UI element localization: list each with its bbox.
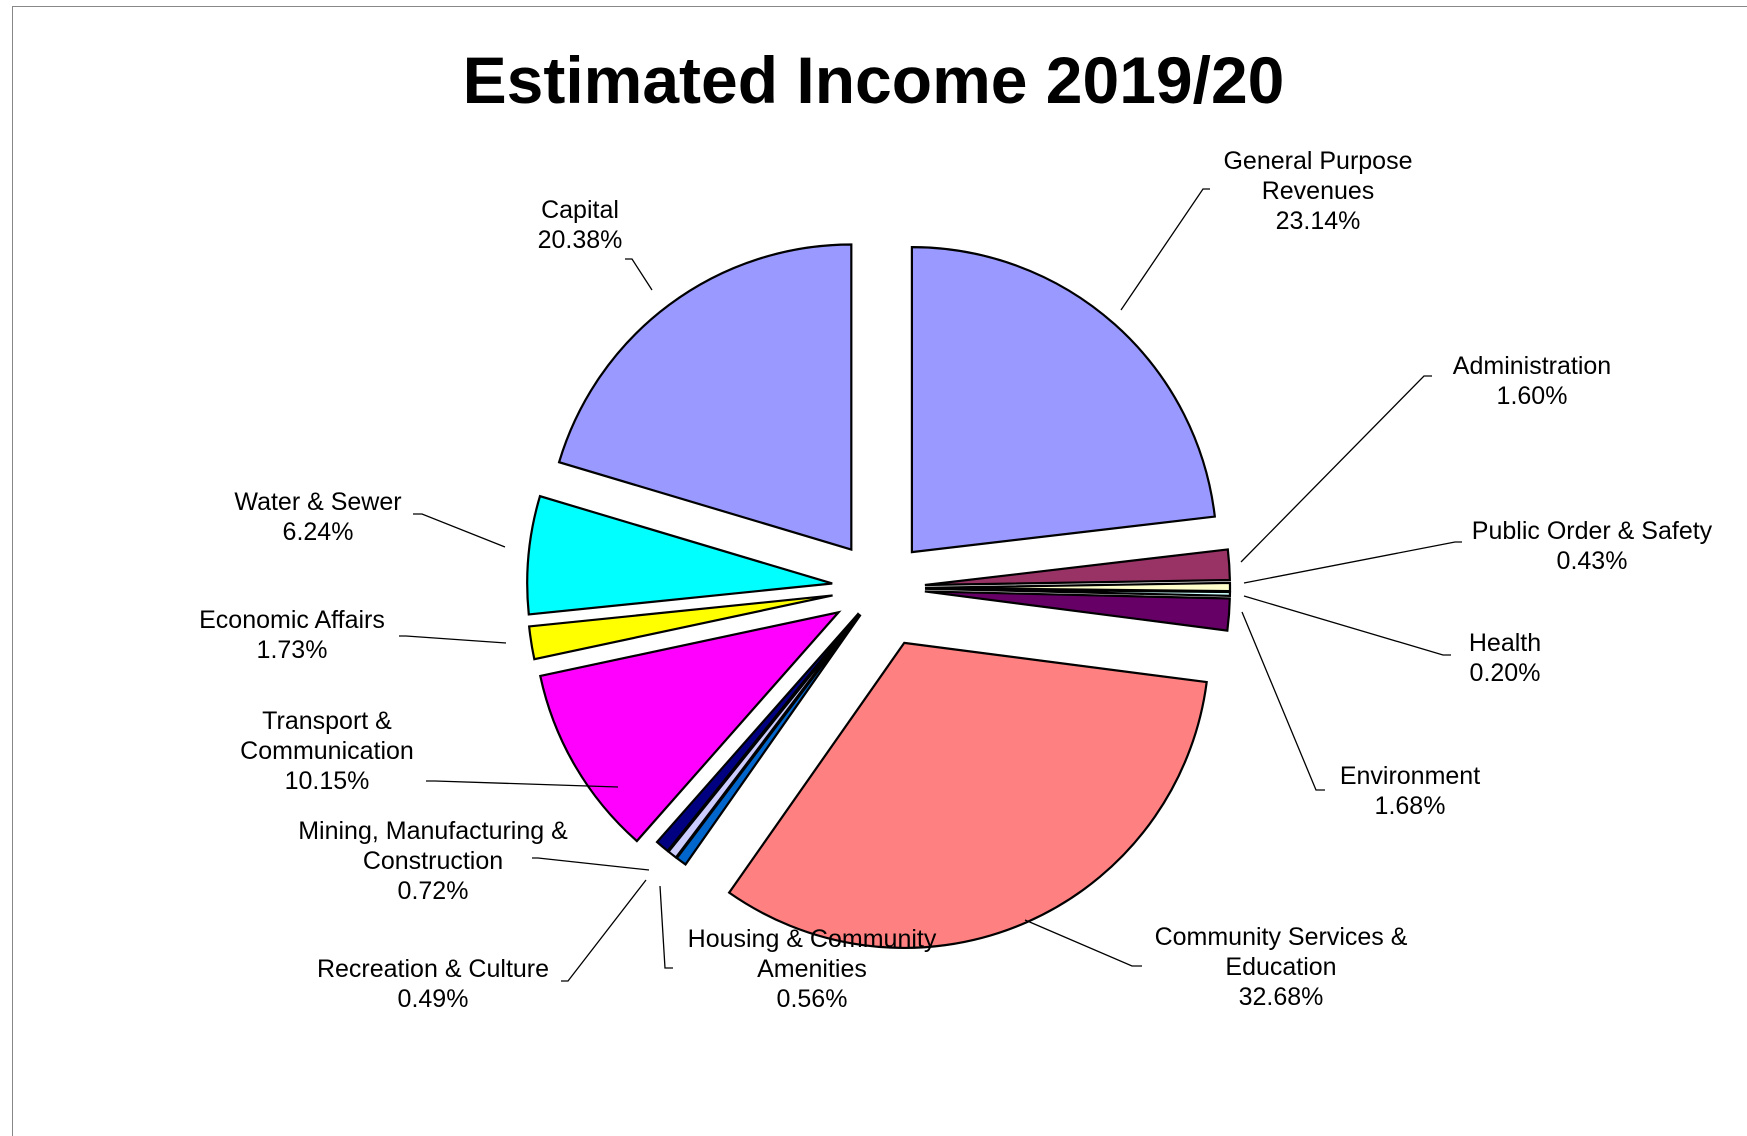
slice-label-administration: Administration 1.60% — [1453, 352, 1611, 410]
leader-line-mining-manufacturing-and-construction — [532, 857, 650, 871]
leader-line-community-services-and-education — [1024, 919, 1142, 967]
pie-slice-mining-manufacturing-and-construction — [655, 612, 860, 853]
pie-slice-general-purpose-revenues — [910, 246, 1217, 554]
leader-line-capital — [625, 258, 653, 291]
slice-label-public-order-and-safety: Public Order & Safety 0.43% — [1472, 517, 1713, 575]
slice-label-health: Health 0.20% — [1469, 629, 1541, 687]
slice-label-housing-and-community-amenities: Housing & Community Amenities 0.56% — [688, 925, 937, 1013]
chart-title: Estimated Income 2019/20 — [462, 43, 1285, 117]
pie-slice-environment — [924, 590, 1231, 632]
leader-line-public-order-and-safety — [1243, 541, 1462, 584]
leader-line-housing-and-community-amenities — [659, 885, 673, 969]
leader-line-health — [1243, 595, 1451, 656]
leader-line-economic-affairs — [399, 635, 507, 644]
pie-slice-community-services-and-education — [727, 641, 1208, 949]
leader-line-environment — [1241, 611, 1325, 791]
leader-line-water-and-sewer — [413, 513, 506, 548]
chart-frame — [12, 6, 1747, 1136]
leader-line-administration — [1240, 375, 1432, 563]
slice-label-environment: Environment 1.68% — [1340, 762, 1480, 820]
pie-slice-health — [924, 587, 1232, 597]
leader-line-transport-and-communication — [426, 780, 619, 788]
leader-line-recreation-and-culture — [561, 879, 647, 982]
pie-slice-recreation-and-culture — [667, 613, 861, 860]
slice-label-economic-affairs: Economic Affairs 1.73% — [199, 606, 385, 664]
pie-slice-capital — [557, 243, 853, 551]
slice-label-transport-and-communication: Transport & Communication 10.15% — [240, 707, 414, 795]
slice-label-water-and-sewer: Water & Sewer 6.24% — [234, 488, 401, 546]
pie-slice-water-and-sewer — [526, 494, 833, 616]
pie-slice-economic-affairs — [527, 594, 833, 661]
slice-label-general-purpose-revenues: General Purpose Revenues 23.14% — [1223, 147, 1412, 235]
slice-label-mining-manufacturing-and-construction: Mining, Manufacturing & Construction 0.72% — [298, 817, 568, 905]
leader-line-general-purpose-revenues — [1120, 188, 1210, 311]
slice-label-capital: Capital 20.38% — [538, 196, 623, 254]
slice-label-recreation-and-culture: Recreation & Culture 0.49% — [317, 955, 549, 1013]
slice-label-community-services-and-education: Community Services & Education 32.68% — [1155, 923, 1408, 1011]
pie-slice-administration — [924, 548, 1231, 587]
pie-slice-transport-and-communication — [538, 610, 842, 843]
